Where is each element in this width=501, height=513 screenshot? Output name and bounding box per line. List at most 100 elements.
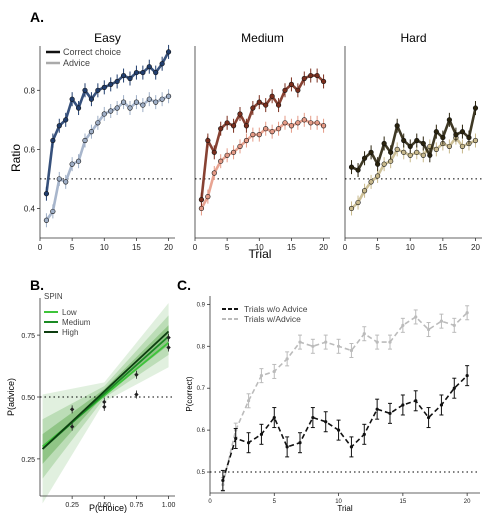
correct_choice-point xyxy=(361,155,368,161)
advice-point xyxy=(230,149,237,155)
advice-point xyxy=(243,137,250,144)
advice-point xyxy=(394,146,400,152)
advice-point xyxy=(146,96,152,102)
correct_choice-point xyxy=(205,137,211,144)
correct_choice-point xyxy=(433,129,439,135)
series-line xyxy=(222,375,468,481)
legend-label: Correct choice xyxy=(63,47,121,57)
correct_choice-point xyxy=(401,137,407,144)
y-tick-label: 0.6 xyxy=(24,145,36,154)
advice-point xyxy=(368,179,374,185)
x-tick-label: 15 xyxy=(400,499,407,505)
advice-point xyxy=(95,120,101,126)
series-point xyxy=(246,441,251,445)
advice-point xyxy=(75,158,82,164)
series-point xyxy=(439,319,444,323)
advice-point xyxy=(56,176,62,182)
advice-point xyxy=(446,143,452,150)
y-axis-label: Ratio xyxy=(9,144,23,172)
subplot-title: Medium xyxy=(241,31,284,45)
x-tick-label: 20 xyxy=(164,243,173,252)
advice-point xyxy=(301,117,307,123)
y-tick-label: 0.50 xyxy=(21,395,35,402)
series-point xyxy=(272,369,276,374)
series-point xyxy=(336,344,341,348)
y-tick-label: 0.4 xyxy=(24,204,36,213)
advice-point xyxy=(320,123,327,129)
series-point xyxy=(388,411,392,415)
correct_choice-point xyxy=(82,87,88,93)
y-tick-label: 0.8 xyxy=(24,86,36,95)
data-point xyxy=(69,424,75,429)
advice-point xyxy=(224,152,230,158)
x-tick-label: 0 xyxy=(193,243,198,252)
advice-point xyxy=(308,120,314,126)
advice-point xyxy=(361,188,368,194)
x-tick-label: 15 xyxy=(132,243,141,252)
legend-label: High xyxy=(62,328,78,337)
correct_choice-point xyxy=(256,99,262,105)
advice-point xyxy=(269,129,275,135)
correct_choice-point xyxy=(381,140,387,147)
legend-label: Trials w/o Advice xyxy=(244,304,308,314)
x-tick-label: 10 xyxy=(406,243,415,252)
advice-point xyxy=(459,143,466,150)
correct_choice-point xyxy=(301,75,307,82)
series-point xyxy=(465,311,469,315)
advice-point xyxy=(295,120,301,126)
y-tick-label: 0.75 xyxy=(21,333,35,340)
correct_choice-point xyxy=(420,140,426,147)
series-point xyxy=(221,478,225,483)
advice-point xyxy=(88,129,95,135)
advice-point xyxy=(414,149,420,155)
correct_choice-point xyxy=(146,64,152,70)
x-tick-label: 5 xyxy=(273,499,277,505)
advice-point xyxy=(263,126,269,132)
correct_choice-point xyxy=(50,137,56,144)
advice-point xyxy=(420,152,426,158)
correct_choice-point xyxy=(153,69,159,76)
series-point xyxy=(349,445,354,449)
correct_choice-point xyxy=(198,197,205,203)
series-point xyxy=(375,407,379,411)
y-tick-label: 0.8 xyxy=(197,344,206,350)
subplot-title: Easy xyxy=(94,31,121,45)
advice-point xyxy=(250,132,256,138)
correct_choice-point xyxy=(127,75,133,82)
x-tick-label: 5 xyxy=(70,243,75,252)
series-point xyxy=(298,441,302,445)
data-point xyxy=(102,404,107,410)
advice-point xyxy=(101,111,107,117)
series-point xyxy=(388,340,392,344)
x-axis-label: Trial xyxy=(249,247,272,261)
correct_choice-point xyxy=(101,84,107,90)
y-tick-label: 0.7 xyxy=(197,386,206,392)
correct_choice-point xyxy=(308,72,314,79)
x-tick-label: 20 xyxy=(471,243,480,252)
subplot-title: Hard xyxy=(400,31,426,45)
correct_choice-point xyxy=(43,191,50,197)
x-tick-label: 0.50 xyxy=(97,502,111,509)
x-tick-label: 10 xyxy=(100,243,109,252)
correct_choice-point xyxy=(282,87,288,93)
data-point xyxy=(134,392,139,397)
correct_choice-line xyxy=(45,51,170,194)
series-point xyxy=(272,415,276,420)
series-point xyxy=(362,332,366,336)
correct_choice-point xyxy=(230,123,237,129)
series-point xyxy=(285,445,289,449)
data-point xyxy=(166,335,171,340)
panel-label-a: A. xyxy=(30,9,44,25)
advice-point xyxy=(355,199,361,206)
advice-point xyxy=(381,161,387,167)
correct_choice-point xyxy=(56,123,62,129)
advice-point xyxy=(50,208,56,215)
series-point xyxy=(401,403,405,407)
correct_choice-point xyxy=(224,120,230,126)
legend-label: Trials w/Advice xyxy=(244,314,301,324)
advice-point xyxy=(133,99,140,105)
x-tick-label: 0.25 xyxy=(65,502,79,509)
advice-point xyxy=(288,123,295,129)
series-point xyxy=(324,340,328,344)
advice-point xyxy=(63,179,69,185)
